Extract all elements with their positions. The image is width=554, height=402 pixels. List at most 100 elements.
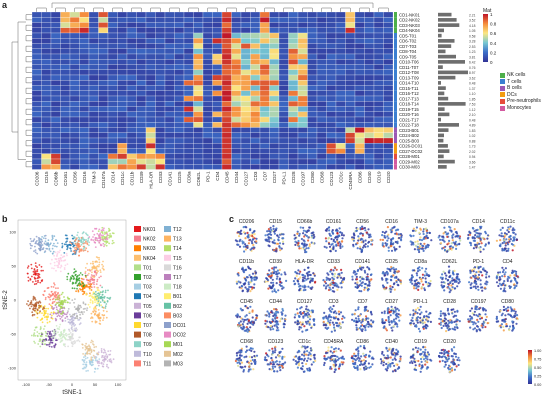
tsne-point [100, 361, 103, 364]
marker-map-point [252, 276, 255, 279]
marker-map-point [358, 237, 361, 240]
heatmap-cell [98, 43, 109, 49]
marker-map-point [325, 240, 328, 243]
heatmap-cell [259, 106, 270, 112]
tsne-point [75, 281, 77, 284]
heatmap-cell [183, 17, 194, 23]
tsne-point [109, 358, 112, 360]
heatmap-cell [269, 27, 280, 34]
marker-map [495, 225, 519, 253]
marker-map-point [356, 269, 359, 273]
heatmap-cell [31, 148, 42, 154]
heatmap-cell [316, 143, 327, 149]
marker-map-point [265, 239, 268, 242]
marker-map-point [410, 235, 413, 238]
tsne-point [50, 311, 53, 314]
tsne-point [37, 281, 39, 283]
heatmap-cell [354, 95, 365, 102]
marker-map-point [238, 286, 241, 289]
marker-column-label: CD7 [262, 171, 267, 181]
tsne-point [98, 362, 101, 364]
marker-map-point [390, 305, 393, 308]
dendrogram-branch [169, 7, 180, 12]
tsne-point [49, 298, 52, 301]
heatmap-cell [259, 95, 270, 102]
heatmap-cell [307, 59, 318, 65]
marker-map-point [335, 228, 338, 231]
marker-map-point [244, 286, 247, 289]
tsne-point [92, 291, 95, 294]
legend-swatch [500, 72, 505, 78]
cluster-size-label: 0.58 [469, 34, 476, 38]
marker-map-point [396, 323, 399, 326]
tsne-point [98, 358, 101, 360]
tsne-point [33, 340, 35, 343]
marker-map-point [329, 288, 332, 291]
tsne-point [72, 313, 74, 316]
marker-map-point [393, 246, 396, 249]
tsne-point [88, 283, 90, 286]
heatmap-cell [221, 17, 232, 23]
dendrogram-branch [51, 2, 374, 8]
marker-map-title: CD11b [239, 259, 254, 265]
cluster-label: CD19-T15 [399, 107, 419, 112]
marker-map-point [516, 275, 519, 278]
marker-map-point [443, 226, 446, 229]
tsne-point [59, 266, 62, 269]
tsne-point [32, 298, 35, 301]
marker-map-point [277, 272, 281, 275]
cluster-label: CD10-T06 [399, 60, 419, 65]
marker-map [466, 225, 490, 253]
marker-map-point [333, 317, 336, 320]
marker-map-point [328, 245, 332, 248]
tsne-point [99, 319, 101, 322]
heatmap-cell [155, 74, 166, 81]
heatmap-cell [107, 22, 118, 28]
heatmap-cell [373, 85, 384, 91]
heatmap-cell [231, 38, 242, 44]
heatmap-cell [335, 90, 346, 97]
heatmap-cell [307, 64, 318, 70]
heatmap-cell [364, 27, 375, 34]
marker-map-point [279, 320, 282, 323]
marker-map-point [425, 272, 428, 275]
heatmap-cell [373, 43, 384, 49]
tsne-point [38, 264, 41, 266]
tsne-point [90, 359, 93, 361]
heatmap-cell [259, 122, 270, 128]
legend-label: T cells [507, 78, 522, 85]
tsne-point [57, 251, 59, 253]
cluster-label: CD11-T07 [399, 65, 419, 70]
tsne-point [79, 317, 81, 319]
marker-map-point [412, 227, 415, 230]
marker-map-point [448, 291, 451, 294]
tsne-legend-label: B02 [173, 304, 182, 310]
tsne-point [99, 296, 102, 299]
heatmap-cell [345, 53, 356, 60]
cluster-label: CD27-DC02 [399, 149, 423, 154]
marker-map-point [328, 278, 331, 282]
marker-map-point [361, 238, 364, 241]
marker-map-point [242, 245, 245, 248]
heatmap-cell [316, 64, 327, 70]
tsne-legend-swatch [164, 341, 171, 348]
tsne-point [81, 290, 84, 293]
tsne-point [75, 307, 78, 310]
marker-map-point [240, 326, 243, 329]
marker-map-point [367, 228, 370, 231]
marker-map-point [367, 288, 370, 291]
heatmap-cell [202, 132, 213, 139]
marker-map-point [307, 247, 310, 250]
marker-map-point [425, 245, 428, 248]
marker-map-point [246, 307, 250, 310]
tsne-point [104, 231, 106, 234]
marker-map-title: PD-L1 [413, 299, 427, 305]
tsne-point [89, 294, 92, 296]
heatmap-cell [202, 17, 213, 23]
tsne-point [101, 267, 104, 269]
heatmap-cell [231, 80, 242, 86]
heatmap-cell [383, 106, 394, 112]
marker-map-point [453, 269, 456, 272]
marker-map-point [308, 323, 311, 326]
heatmap-cell [136, 59, 147, 65]
